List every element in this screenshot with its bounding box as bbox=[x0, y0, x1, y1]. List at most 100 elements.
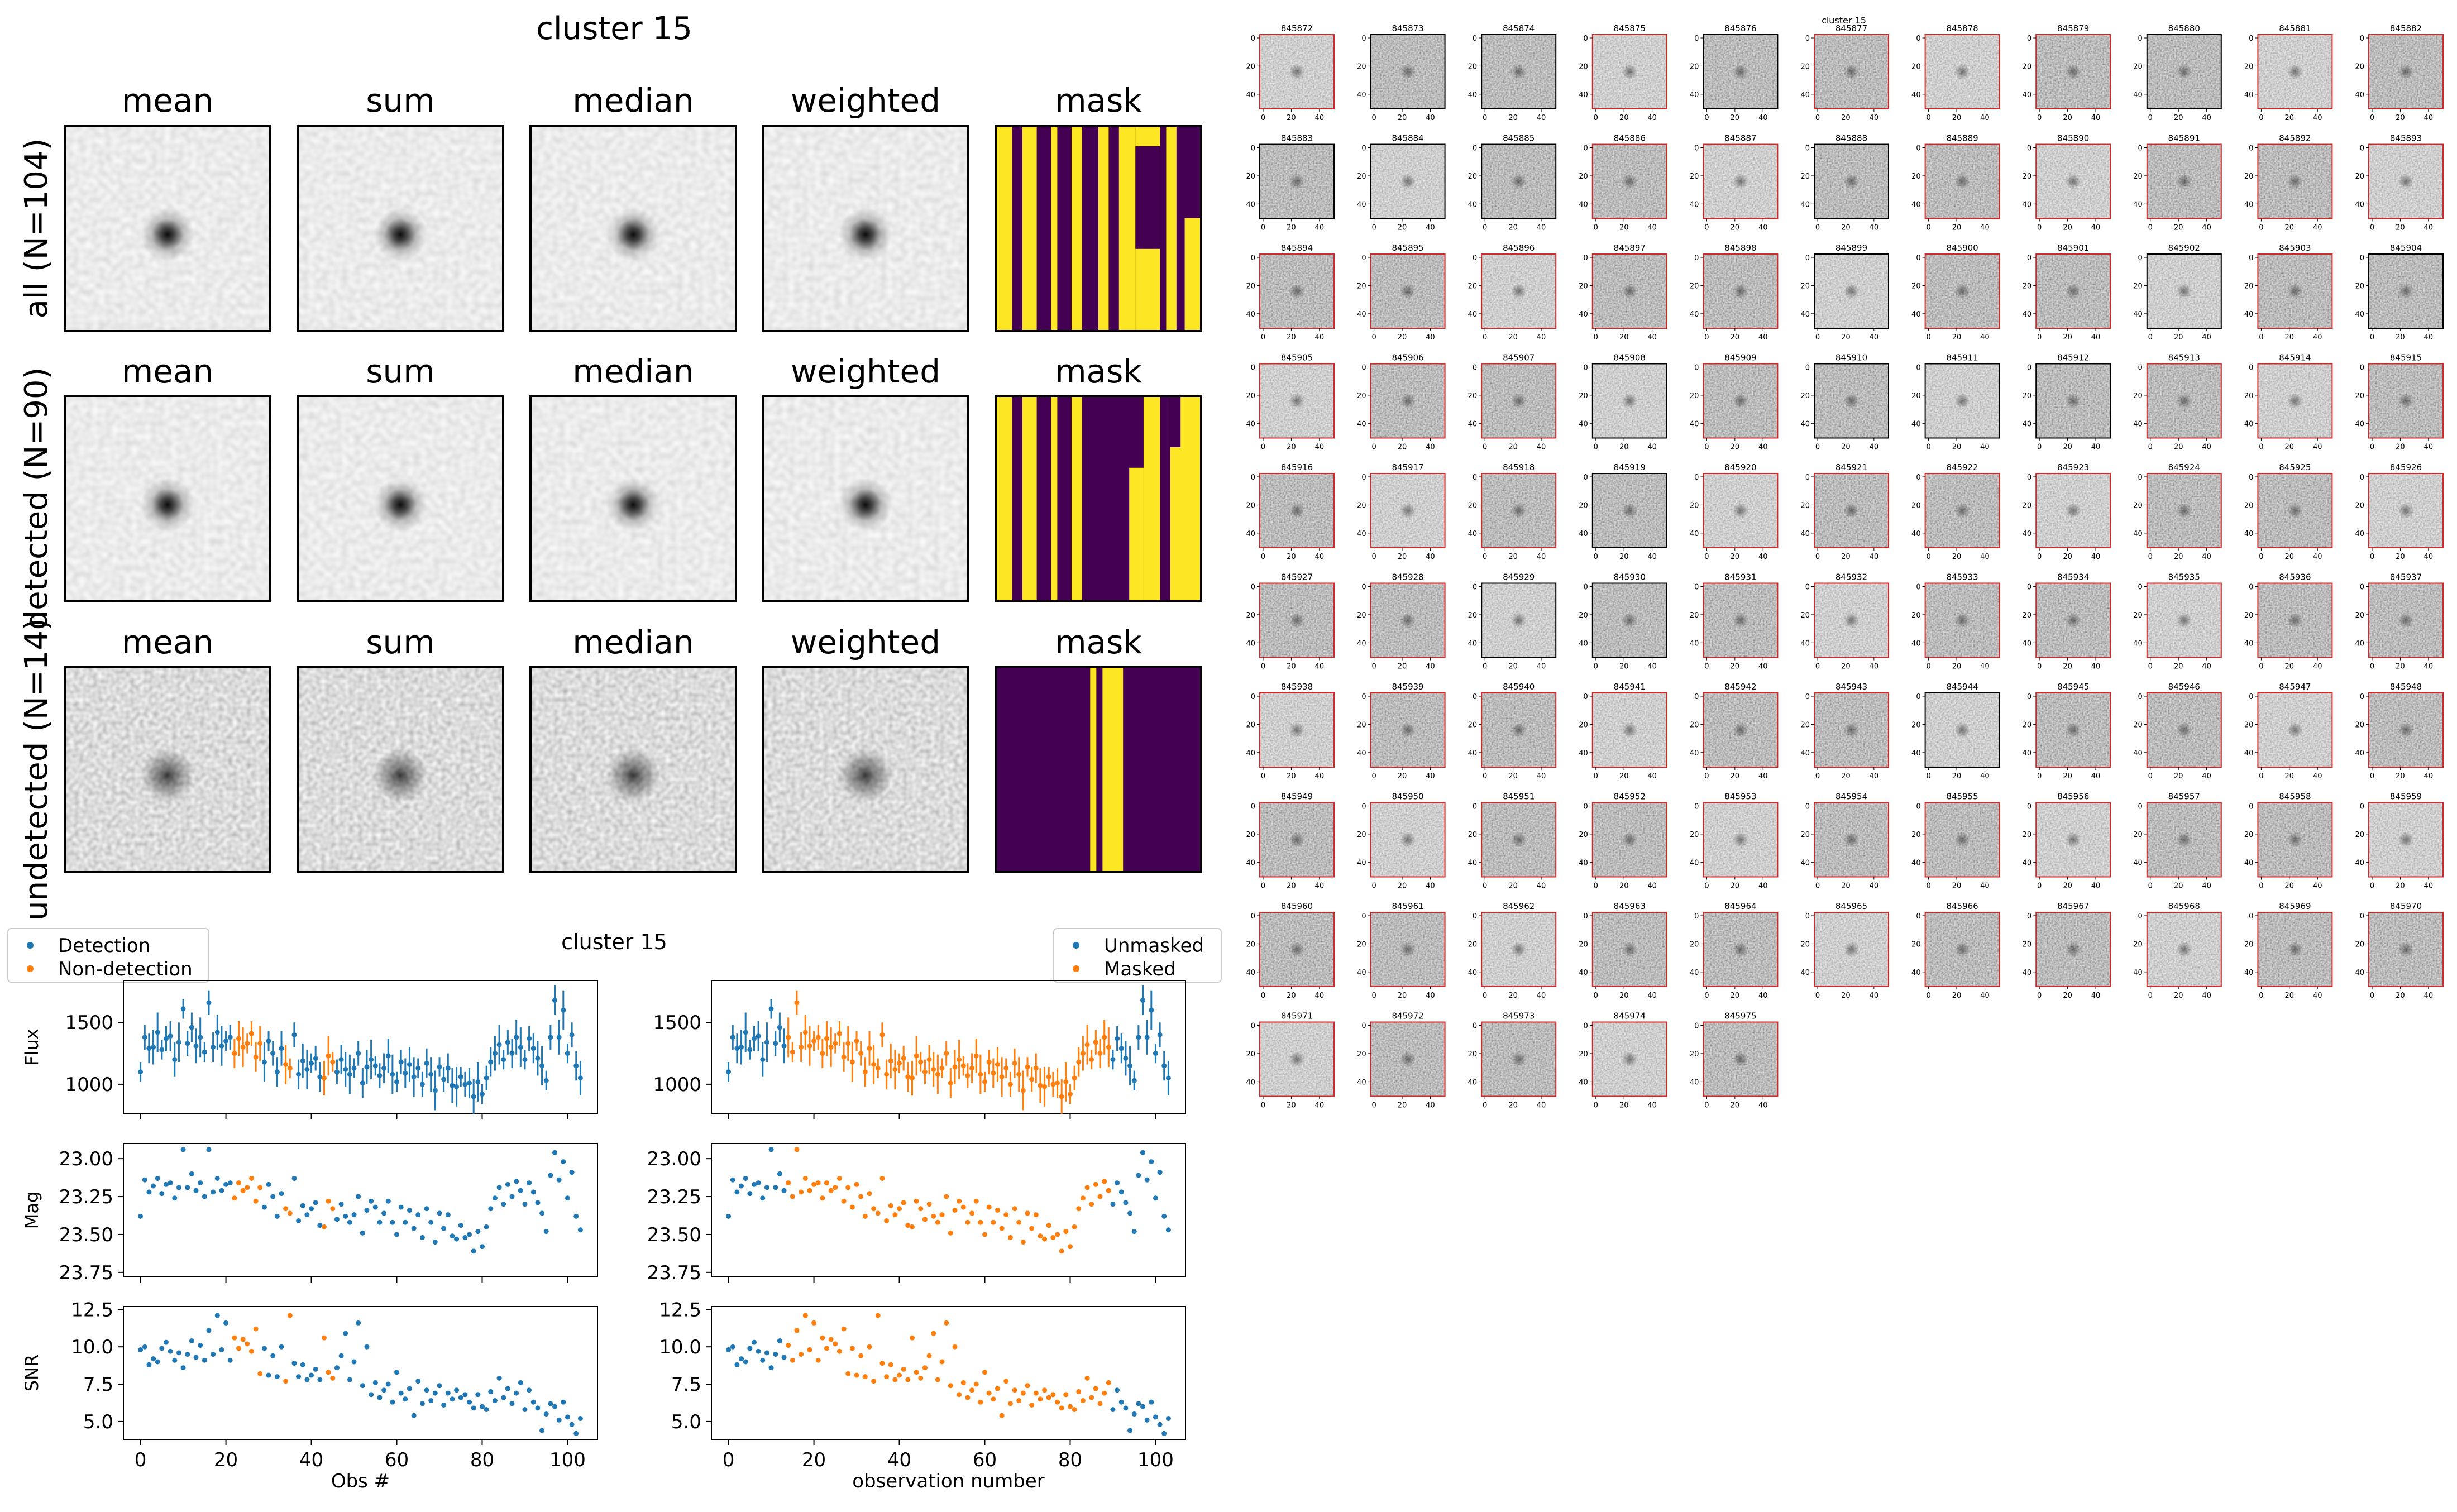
thumb-x-tick-label: 40 bbox=[1426, 663, 1435, 671]
data-point bbox=[522, 1202, 528, 1207]
data-point bbox=[501, 1202, 506, 1207]
thumb-x-tick-label: 20 bbox=[2063, 553, 2072, 561]
data-point bbox=[138, 1213, 144, 1219]
thumbnail-source bbox=[1622, 503, 1638, 519]
data-point bbox=[501, 1057, 506, 1063]
data-point bbox=[492, 1398, 498, 1403]
thumbnail-id: 845887 bbox=[1724, 133, 1756, 143]
thumb-x-tick-label: 40 bbox=[1758, 333, 1768, 342]
data-point bbox=[849, 1204, 855, 1210]
data-point bbox=[939, 1359, 945, 1365]
thumb-y-tick-label: 0 bbox=[1251, 912, 1255, 921]
data-point bbox=[1067, 1244, 1073, 1250]
thumb-x-tick-label: 40 bbox=[2424, 882, 2434, 891]
thumb-y-tick-label: 20 bbox=[1468, 940, 1478, 949]
data-point bbox=[270, 1051, 276, 1056]
thumbnail-frame bbox=[1814, 582, 1889, 658]
thumbnail-id: 845896 bbox=[1503, 243, 1535, 253]
thumbnail-source bbox=[1400, 722, 1416, 738]
thumbnail-source bbox=[2065, 393, 2081, 409]
thumb-x-tick-label: 0 bbox=[1815, 443, 1820, 452]
thumb-y-tick-label: 40 bbox=[2244, 969, 2254, 977]
thumbnail-id: 845909 bbox=[1724, 353, 1756, 363]
data-point bbox=[1140, 1150, 1146, 1155]
data-point bbox=[854, 1181, 859, 1187]
thumb-y-tick-label: 20 bbox=[1911, 501, 1921, 510]
thumb-x-tick-label: 0 bbox=[1594, 1102, 1598, 1110]
thumbnail-source bbox=[1400, 503, 1416, 519]
data-point bbox=[283, 1379, 289, 1384]
thumb-x-tick-label: 40 bbox=[1758, 1102, 1768, 1110]
thumb-x-tick-label: 20 bbox=[1287, 882, 1296, 891]
thumb-y-tick-label: 20 bbox=[1911, 392, 1921, 400]
thumb-y-tick-label: 20 bbox=[1690, 392, 1699, 400]
thumbnail-id: 845958 bbox=[2279, 792, 2311, 802]
y-tick-label: 10.0 bbox=[659, 1336, 701, 1358]
data-point bbox=[202, 1194, 207, 1199]
thumb-x-tick-label: 20 bbox=[1508, 992, 1518, 1000]
thumbnail-frame bbox=[2146, 582, 2222, 658]
data-point bbox=[918, 1059, 924, 1065]
thumb-x-tick-label: 40 bbox=[1647, 663, 1657, 671]
thumb-y-tick-label: 20 bbox=[1911, 940, 1921, 949]
data-point bbox=[569, 1032, 575, 1037]
stack-column-title: mean bbox=[122, 623, 213, 661]
thumbnail-id: 845925 bbox=[2279, 462, 2311, 472]
thumbnail-source bbox=[2176, 283, 2192, 299]
thumb-x-tick-label: 0 bbox=[1483, 1102, 1487, 1110]
thumb-x-tick-label: 0 bbox=[2037, 333, 2042, 342]
thumbnail-id: 845964 bbox=[1724, 901, 1756, 911]
thumbnail-source bbox=[1510, 393, 1527, 409]
data-point bbox=[730, 1035, 735, 1040]
x-tick-label: 60 bbox=[973, 1449, 997, 1471]
thumb-y-tick-label: 0 bbox=[1584, 912, 1588, 921]
thumbnail-source bbox=[1510, 174, 1527, 189]
data-point bbox=[411, 1413, 417, 1418]
thumbnail-frame bbox=[1814, 692, 1889, 768]
data-point bbox=[1149, 1399, 1154, 1405]
data-point bbox=[334, 1365, 340, 1371]
thumb-x-tick-label: 40 bbox=[2202, 553, 2211, 561]
thumb-x-tick-label: 0 bbox=[2370, 882, 2374, 891]
thumb-x-tick-label: 0 bbox=[1261, 882, 1265, 891]
thumb-y-tick-label: 40 bbox=[1468, 749, 1478, 758]
thumbnail-id: 845962 bbox=[1503, 901, 1535, 911]
mask-frame bbox=[995, 395, 1202, 602]
thumb-x-tick-label: 0 bbox=[1594, 333, 1598, 342]
stack-column-title: median bbox=[572, 352, 694, 390]
thumb-y-tick-label: 20 bbox=[1246, 721, 1255, 729]
data-point bbox=[1055, 1399, 1060, 1405]
data-point bbox=[514, 1390, 519, 1396]
data-point bbox=[240, 1188, 246, 1193]
thumb-y-tick-label: 20 bbox=[1579, 501, 1588, 510]
data-point bbox=[492, 1195, 498, 1201]
thumb-y-tick-label: 40 bbox=[1800, 530, 1810, 538]
data-point bbox=[390, 1071, 395, 1077]
thumb-y-tick-label: 0 bbox=[1805, 364, 1810, 372]
data-point bbox=[326, 1053, 331, 1059]
thumb-y-tick-label: 40 bbox=[2133, 969, 2143, 977]
data-point bbox=[786, 1035, 791, 1040]
thumb-x-tick-label: 20 bbox=[1508, 224, 1518, 232]
thumb-y-tick-label: 0 bbox=[1916, 912, 1920, 921]
thumbnail-frame bbox=[1259, 473, 1335, 548]
thumbnail-source bbox=[2287, 832, 2303, 848]
thumb-x-tick-label: 0 bbox=[2148, 333, 2153, 342]
thumbnail-source bbox=[1289, 503, 1305, 519]
data-point bbox=[257, 1041, 263, 1046]
thumbnail-frame bbox=[1370, 143, 1446, 219]
stack-image-frame bbox=[64, 125, 271, 332]
source-psf bbox=[606, 478, 660, 532]
data-point bbox=[957, 1057, 962, 1063]
data-point bbox=[168, 1348, 173, 1354]
data-point bbox=[845, 1185, 851, 1190]
data-point bbox=[897, 1206, 902, 1212]
x-tick-label: 20 bbox=[802, 1449, 826, 1471]
data-point bbox=[561, 1399, 566, 1405]
thumb-x-tick-label: 0 bbox=[1261, 1102, 1265, 1110]
thumbnail-frame bbox=[1591, 582, 1667, 658]
